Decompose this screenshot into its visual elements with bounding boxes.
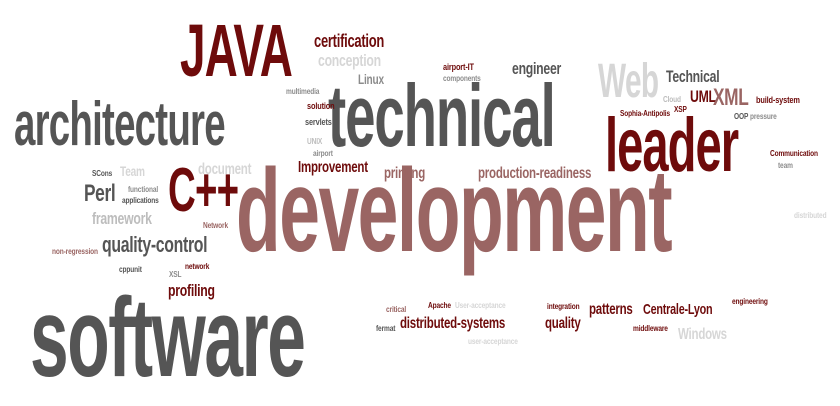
word-printing: printing bbox=[384, 165, 426, 182]
word-engineering: engineering bbox=[732, 297, 768, 306]
word-distributed: distributed bbox=[794, 211, 827, 220]
word-middleware: middleware bbox=[633, 324, 668, 333]
word-quality-control: quality-control bbox=[102, 232, 208, 257]
word-technical: technical bbox=[328, 66, 556, 165]
word-user-acceptance-2: user-acceptance bbox=[468, 337, 518, 346]
word-xsp: XSP bbox=[674, 105, 687, 114]
word-framework: framework bbox=[92, 209, 152, 228]
word-communication: Communication bbox=[770, 149, 818, 158]
word-conception: conception bbox=[318, 51, 381, 70]
word-technical-small: Technical bbox=[666, 67, 720, 86]
word-engineer: engineer bbox=[512, 59, 562, 78]
word-network: network bbox=[185, 262, 210, 271]
word-xml: XML bbox=[713, 84, 749, 111]
word-build-system: build-system bbox=[756, 95, 800, 105]
word-sophia-antipolis: Sophia-Antipolis bbox=[620, 109, 671, 118]
word-perl: Perl bbox=[84, 180, 116, 207]
word-cppunit: cppunit bbox=[119, 265, 142, 274]
word-architecture: architecture bbox=[14, 90, 226, 159]
word-cloud-term: Cloud bbox=[663, 95, 681, 104]
word-software: software bbox=[30, 275, 306, 400]
word-development: development bbox=[236, 145, 673, 277]
word-components: components bbox=[443, 74, 481, 83]
word-pressure: pressure bbox=[750, 112, 777, 121]
word-solution: solution bbox=[307, 101, 335, 111]
word-user-acceptance: User-acceptance bbox=[455, 301, 506, 310]
word-document: document bbox=[198, 161, 252, 178]
word-cpp: C++ bbox=[168, 156, 239, 225]
word-web: Web bbox=[598, 55, 659, 108]
word-leader: leader bbox=[605, 103, 739, 188]
word-team-small: team bbox=[778, 161, 793, 170]
word-team: Team bbox=[120, 163, 145, 179]
word-non-regression: non-regression bbox=[52, 247, 98, 256]
word-windows: Windows bbox=[678, 326, 727, 343]
word-applications: applications bbox=[122, 196, 159, 205]
word-certification: certification bbox=[314, 31, 385, 51]
word-xsl: XSL bbox=[169, 270, 182, 279]
word-centrale-lyon: Centrale-Lyon bbox=[643, 301, 713, 318]
word-scons: SCons bbox=[92, 169, 113, 178]
word-production-readiness: production-readiness bbox=[478, 165, 592, 182]
word-java: JAVA bbox=[180, 9, 293, 92]
word-quality: quality bbox=[545, 315, 581, 332]
word-unix: UNIX bbox=[307, 137, 323, 146]
word-network-small: Network bbox=[203, 221, 228, 230]
word-airport-it: airport-IT bbox=[443, 62, 474, 72]
word-fermat: fermat bbox=[376, 324, 396, 333]
word-oop: OOP bbox=[734, 112, 749, 121]
word-airport: airport bbox=[313, 149, 333, 158]
word-distributed-systems: distributed-systems bbox=[400, 315, 506, 332]
word-servlets: servlets bbox=[305, 117, 332, 127]
word-integration: integration bbox=[547, 302, 580, 311]
word-patterns: patterns bbox=[589, 301, 633, 318]
word-functional: functional bbox=[128, 185, 159, 194]
word-multimedia: multimedia bbox=[286, 87, 320, 96]
word-critical: critical bbox=[386, 305, 407, 314]
word-profiling: profiling bbox=[168, 281, 215, 300]
word-apache: Apache bbox=[428, 301, 451, 310]
word-uml: UML bbox=[690, 87, 716, 106]
word-improvement: Improvement bbox=[298, 159, 368, 176]
word-linux: Linux bbox=[358, 71, 384, 87]
